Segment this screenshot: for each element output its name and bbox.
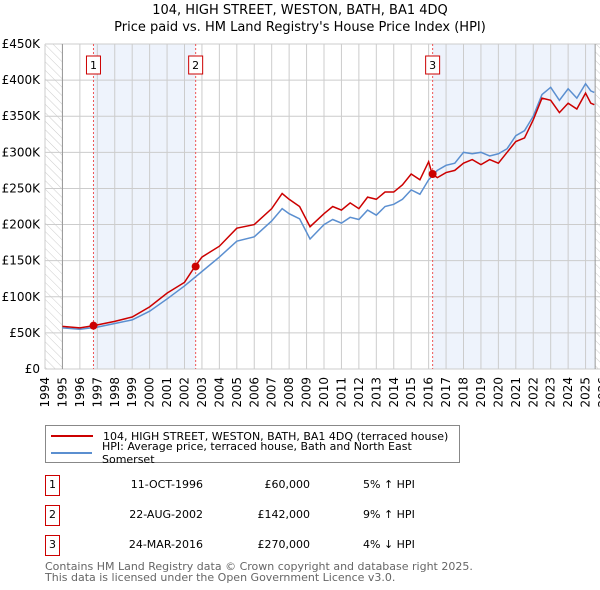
sale-point — [428, 170, 437, 178]
sale-label: 1 — [90, 59, 97, 72]
x-tick-label: 1998 — [108, 377, 122, 408]
transaction-hpi: 4% ↓ HPI — [363, 538, 415, 551]
chart-title: 104, HIGH STREET, WESTON, BATH, BA1 4DQ — [152, 3, 448, 18]
y-tick-label: £100K — [2, 290, 42, 304]
sale-point — [89, 321, 98, 330]
x-tick-label: 2021 — [509, 377, 523, 408]
y-tick-label: £200K — [2, 218, 42, 232]
shaded-period — [432, 44, 596, 369]
x-tick-label: 2024 — [561, 377, 575, 408]
transaction-number: 1 — [45, 475, 60, 496]
footer-licence: This data is licensed under the Open Gov… — [45, 571, 396, 584]
line-chart: 1994 1995 1996 1997 1998 1999 2000 2001 2002 2003… — [2, 37, 600, 408]
y-tick-label: £50K — [9, 326, 41, 340]
sale-point — [191, 262, 200, 271]
transaction-date: 22-AUG-2002 — [129, 508, 203, 521]
transaction-hpi: 9% ↑ HPI — [363, 508, 415, 521]
sale-label: 3 — [429, 59, 436, 72]
x-tick-label: 2010 — [317, 377, 331, 408]
chart-subtitle: Price paid vs. HM Land Registry's House … — [114, 20, 486, 35]
x-tick-label: 2009 — [300, 377, 314, 408]
transaction-price: £270,000 — [257, 538, 311, 551]
x-tick-label: 2000 — [143, 377, 157, 408]
x-tick-label: 2023 — [544, 377, 558, 408]
x-tick-label: 2015 — [404, 377, 418, 408]
x-tick-label: 2004 — [212, 377, 226, 408]
transaction-row: 1 11-OCT-1996 £60,000 5% ↑ HPI — [45, 475, 465, 496]
legend-item-property: 104, HIGH STREET, WESTON, BATH, BA1 4DQ … — [51, 428, 448, 444]
x-tick-label: 2016 — [422, 377, 436, 408]
transaction-price: £142,000 — [257, 508, 311, 521]
transaction-price: £60,000 — [264, 478, 311, 491]
x-tick-label: 2007 — [265, 377, 279, 408]
x-tick-label: 2006 — [247, 377, 261, 408]
x-tick-label: 1997 — [90, 377, 104, 408]
legend-swatch — [51, 452, 92, 454]
x-tick-label: 2008 — [282, 377, 296, 408]
x-tick-label: 2026 — [596, 377, 600, 408]
x-tick-label: 1996 — [73, 377, 87, 408]
transaction-row: 2 22-AUG-2002 £142,000 9% ↑ HPI — [45, 505, 465, 526]
y-tick-label: £350K — [2, 109, 42, 123]
hpi-line — [62, 82, 595, 331]
x-tick-label: 2005 — [230, 377, 244, 408]
y-tick-label: £450K — [2, 37, 42, 51]
x-tick-label: 1999 — [125, 377, 139, 408]
footer: Contains HM Land Registry data © Crown c… — [45, 561, 473, 583]
transaction-date: 11-OCT-1996 — [130, 478, 203, 491]
x-tick-label: 1995 — [55, 377, 69, 408]
x-tick-label: 2022 — [526, 377, 540, 408]
x-tick-label: 2003 — [195, 377, 209, 408]
transaction-date: 24-MAR-2016 — [128, 538, 203, 551]
legend-swatch — [51, 435, 93, 437]
shaded-period — [93, 44, 196, 369]
sale-label-box — [425, 55, 441, 75]
x-tick-label: 2001 — [160, 377, 174, 408]
y-tick-label: £400K — [2, 73, 42, 87]
x-tick-label: 2011 — [334, 377, 348, 408]
property-price-line — [62, 91, 595, 329]
hatched-region — [595, 44, 600, 369]
footer-copyright: Contains HM Land Registry data © Crown c… — [45, 560, 473, 573]
y-tick-label: £250K — [2, 181, 42, 195]
y-tick-label: £300K — [2, 145, 42, 159]
x-tick-label: 2018 — [457, 377, 471, 408]
y-tick-label: £150K — [2, 254, 42, 268]
sale-label-box — [188, 55, 204, 75]
x-tick-label: 2017 — [439, 377, 453, 408]
x-tick-label: 2012 — [352, 377, 366, 408]
transaction-number: 3 — [45, 535, 60, 556]
x-tick-label: 2020 — [491, 377, 505, 408]
x-tick-label: 2013 — [369, 377, 383, 408]
legend-item-hpi: HPI: Average price, terraced house, Bath… — [51, 440, 459, 466]
x-tick-label: 2025 — [579, 377, 593, 408]
transaction-row: 3 24-MAR-2016 £270,000 4% ↓ HPI — [45, 535, 465, 556]
legend-label: 104, HIGH STREET, WESTON, BATH, BA1 4DQ … — [103, 429, 449, 443]
legend: 104, HIGH STREET, WESTON, BATH, BA1 4DQ … — [45, 425, 460, 466]
hatched-region — [45, 44, 63, 369]
y-tick-label: £0 — [25, 362, 40, 376]
x-tick-label: 2019 — [474, 377, 488, 408]
x-tick-label: 2002 — [178, 377, 192, 408]
sale-label-box — [85, 55, 101, 75]
sale-label: 2 — [192, 59, 199, 72]
legend-label: HPI: Average price, terraced house, Bath… — [101, 440, 412, 466]
x-tick-label: 2014 — [387, 377, 401, 408]
transaction-number: 2 — [45, 505, 60, 526]
transaction-hpi: 5% ↑ HPI — [363, 478, 415, 491]
x-tick-label: 1994 — [38, 377, 52, 408]
